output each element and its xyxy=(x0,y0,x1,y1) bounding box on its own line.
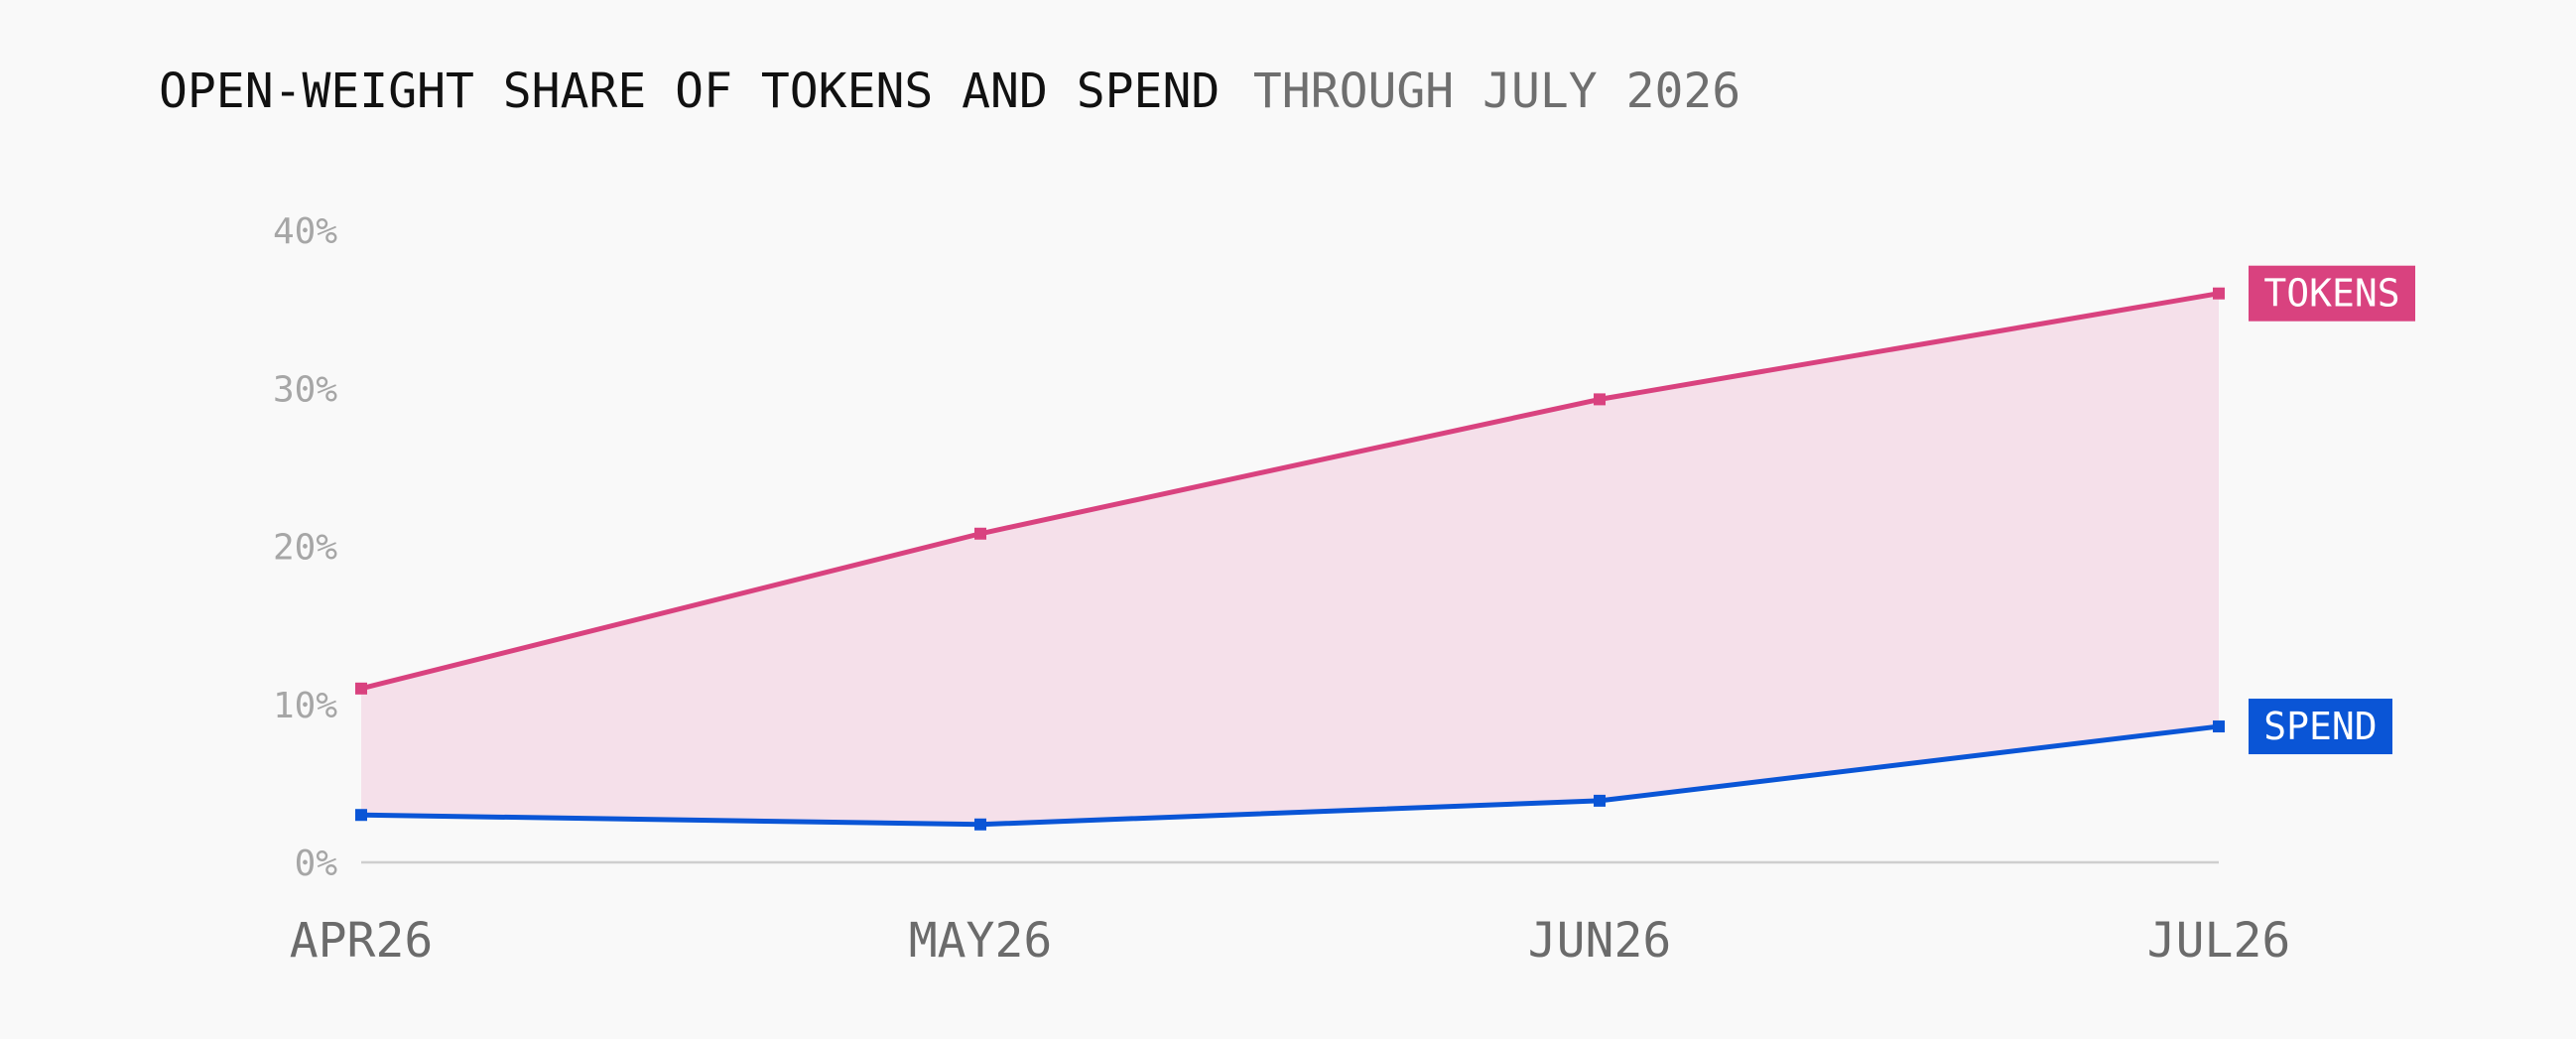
spend-point xyxy=(1594,794,1606,807)
spend-series-tag-label: SPEND xyxy=(2263,705,2377,748)
gap-band-area xyxy=(361,293,2219,825)
plot-area: 0% 10% 20% 30% 40% APR26 MAY26 JUN26 JUL26 TOKENS… xyxy=(273,211,2415,969)
spend-series-line xyxy=(360,723,2220,828)
x-tick-label: MAY26 xyxy=(909,913,1053,969)
tokens-point xyxy=(1594,393,1606,406)
x-tick-label: JUN26 xyxy=(1528,913,1672,969)
tokens-point xyxy=(2213,287,2225,300)
y-tick-label: 10% xyxy=(273,686,337,726)
spend-point xyxy=(355,809,367,822)
spend-point xyxy=(2213,720,2225,733)
tokens-series-tag-bg xyxy=(2249,265,2415,322)
spend-series-tag-bg xyxy=(2249,699,2392,755)
chart-title: OPEN-WEIGHT SHARE OF TOKENS AND SPEND TH… xyxy=(159,64,1740,119)
y-tick-label: 20% xyxy=(273,528,337,569)
chart-subtitle: THROUGH JULY 2026 xyxy=(1253,64,1740,119)
spend-point xyxy=(974,818,986,831)
y-tick-label: 0% xyxy=(295,844,338,884)
x-tick-label: JUL26 xyxy=(2147,913,2291,969)
tokens-series-line xyxy=(360,291,2220,692)
tokens-point xyxy=(355,682,367,695)
tokens-point xyxy=(974,527,986,540)
y-tick-label: 30% xyxy=(273,369,337,410)
tokens-series-tag-label: TOKENS xyxy=(2263,272,2399,316)
x-tick-label: APR26 xyxy=(290,913,434,969)
y-tick-label: 40% xyxy=(273,211,337,252)
chart-title-main: OPEN-WEIGHT SHARE OF TOKENS AND SPEND xyxy=(159,64,1220,119)
tokens-series-tag: TOKENS xyxy=(2249,265,2415,322)
spend-series-tag: SPEND xyxy=(2249,699,2392,755)
